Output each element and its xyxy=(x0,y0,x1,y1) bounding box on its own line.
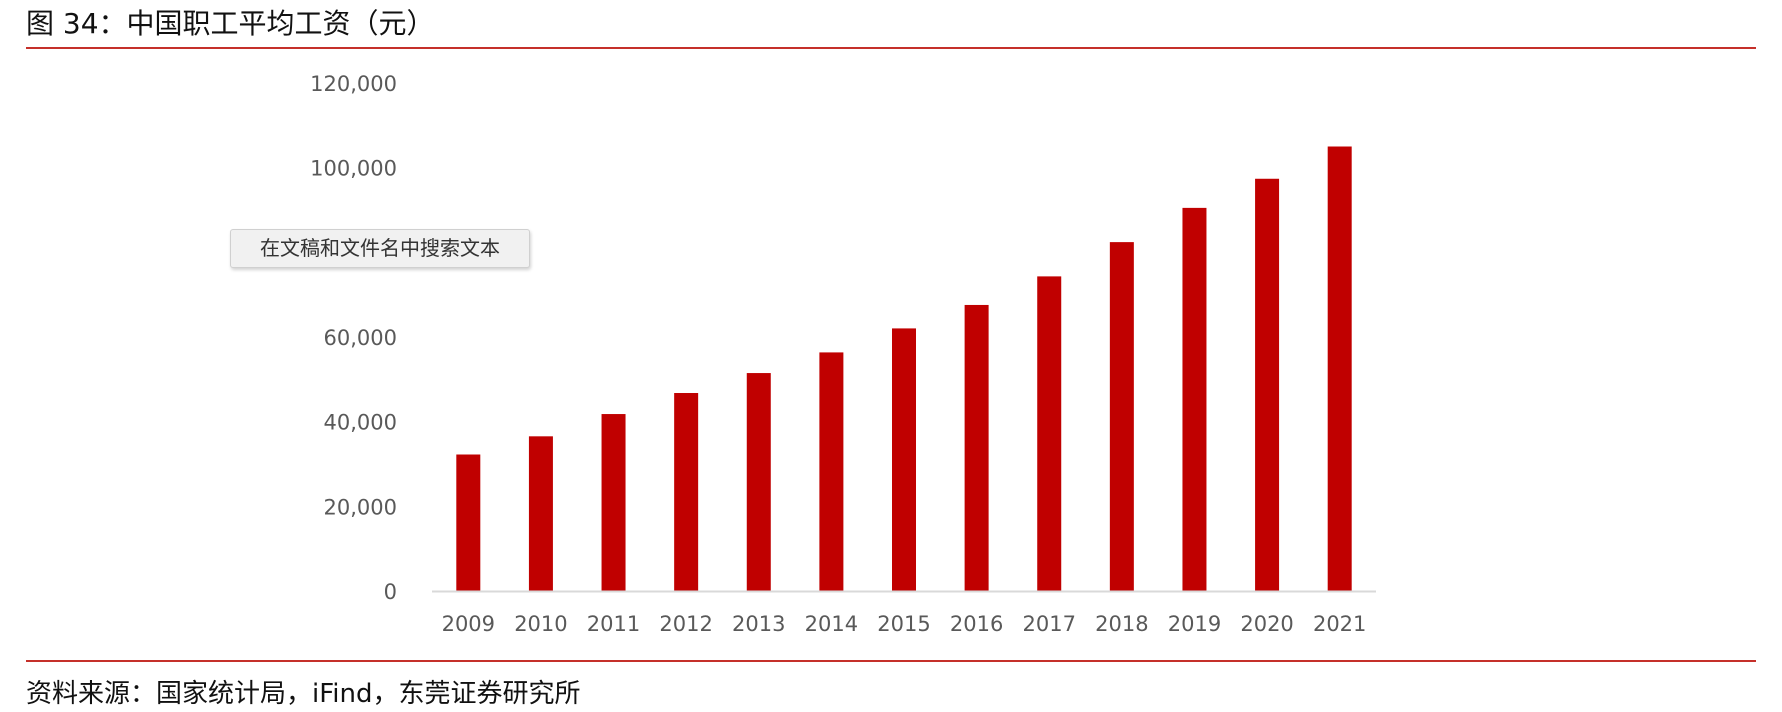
bar xyxy=(1037,276,1062,591)
x-tick-label: 2012 xyxy=(659,612,712,636)
x-tick-label: 2009 xyxy=(442,612,495,636)
x-tick-label: 2018 xyxy=(1095,612,1148,636)
y-tick-label: 120,000 xyxy=(310,72,397,96)
figure-title: 图 34：中国职工平均工资（元） xyxy=(26,7,435,40)
x-tick-label: 2011 xyxy=(587,612,640,636)
x-axis-ticks: 2009 2010 2011 2012 2013 2014 2015 2016 2017 2018… xyxy=(442,612,1367,636)
x-tick-label: 2021 xyxy=(1313,612,1366,636)
bar xyxy=(528,436,553,591)
bar xyxy=(674,393,699,591)
source-divider xyxy=(26,660,1756,662)
title-divider xyxy=(26,47,1756,49)
bar xyxy=(892,328,916,591)
x-tick-label: 2014 xyxy=(805,612,858,636)
y-tick-label: 20,000 xyxy=(324,495,397,519)
bars xyxy=(456,146,1352,592)
x-tick-label: 2016 xyxy=(950,612,1003,636)
bar xyxy=(964,304,989,591)
search-tooltip: 在文稿和文件名中搜索文本 xyxy=(230,229,530,268)
x-tick-label: 2020 xyxy=(1240,612,1293,636)
x-tick-label: 2013 xyxy=(732,612,785,636)
bar xyxy=(1182,207,1207,592)
y-axis-ticks: 0 20,000 40,000 60,000 100,000 120,000 xyxy=(310,72,397,604)
figure-source: 资料来源：国家统计局，iFind，东莞证券研究所 xyxy=(26,679,581,709)
bar xyxy=(1255,178,1280,591)
bar xyxy=(819,352,844,591)
bar xyxy=(1327,146,1352,591)
bar xyxy=(456,454,481,591)
y-tick-label: 100,000 xyxy=(310,157,397,181)
y-tick-label: 0 xyxy=(384,580,397,604)
x-tick-label: 2017 xyxy=(1023,612,1076,636)
bar xyxy=(746,373,771,591)
bar xyxy=(601,414,626,591)
y-tick-label: 60,000 xyxy=(324,326,397,350)
y-tick-label: 40,000 xyxy=(324,411,397,435)
x-tick-label: 2019 xyxy=(1168,612,1221,636)
x-tick-label: 2015 xyxy=(877,612,930,636)
x-tick-label: 2010 xyxy=(514,612,567,636)
bar xyxy=(1109,242,1134,592)
